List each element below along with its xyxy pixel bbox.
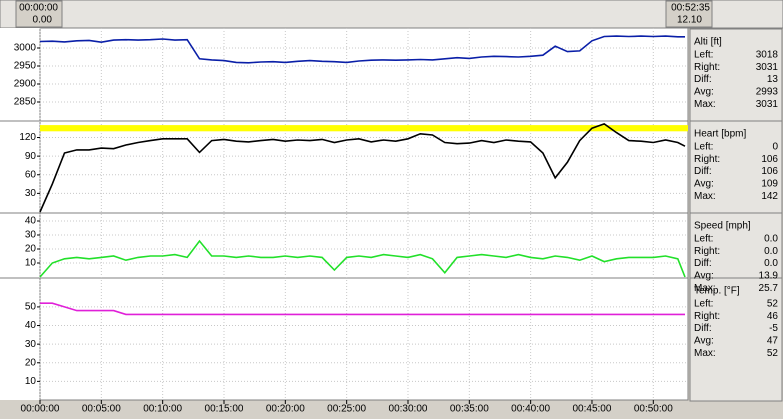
stat-label: Avg: (694, 271, 714, 282)
data-line (39, 123, 686, 213)
stat-label: Avg: (694, 336, 714, 347)
data-line (39, 239, 686, 278)
panel-title: Speed [mph] (694, 221, 751, 232)
stat-label: Max: (694, 99, 716, 110)
stat-label: Right: (694, 246, 720, 257)
stat-value: 25.7 (759, 283, 779, 294)
stat-label: Max: (694, 348, 716, 359)
stat-label: Diff: (694, 166, 712, 177)
stats-panel (689, 212, 783, 279)
stat-value: 0 (772, 142, 778, 153)
stat-value: -5 (769, 323, 778, 334)
y-tick-label: 50 (25, 302, 37, 313)
stat-label: Diff: (694, 323, 712, 334)
stat-value: 13 (767, 74, 779, 85)
stat-label: Left: (694, 299, 713, 310)
stat-value: 52 (767, 348, 779, 359)
stat-label: Left: (694, 234, 713, 245)
y-tick-label: 2850 (14, 97, 37, 108)
y-tick-label: 10 (25, 376, 37, 387)
stat-label: Left: (694, 142, 713, 153)
y-tick-label: 2900 (14, 79, 37, 90)
panel-title: Temp. [°F] (694, 286, 740, 297)
stat-value: 0.0 (764, 258, 778, 269)
stats-panel (689, 28, 783, 122)
x-tick-label: 00:10:00 (143, 404, 182, 415)
stat-value: 0.0 (764, 234, 778, 245)
data-line (39, 35, 685, 64)
stats-panel (689, 277, 783, 402)
stat-value: 13.9 (759, 271, 779, 282)
stat-label: Right: (694, 62, 720, 73)
y-tick-label: 20 (25, 357, 37, 368)
stats-panel (689, 120, 783, 214)
end-time: 00:52:35 (671, 3, 710, 14)
data-line (40, 302, 685, 316)
x-tick-label: 00:35:00 (450, 404, 489, 415)
stat-label: Max: (694, 283, 716, 294)
x-tick-label: 00:40:00 (511, 404, 550, 415)
x-tick-label: 00:30:00 (389, 404, 428, 415)
stat-value: 3031 (756, 99, 779, 110)
start-box (15, 0, 63, 28)
stat-label: Diff: (694, 258, 712, 269)
stat-value: 2993 (756, 87, 779, 98)
stat-label: Left: (694, 50, 713, 61)
axis-area (0, 28, 40, 400)
y-tick-label: 30 (25, 230, 37, 241)
end-dist: 12.10 (677, 15, 702, 26)
x-tick-label: 00:25:00 (327, 404, 366, 415)
x-tick-label: 00:15:00 (205, 404, 244, 415)
y-tick-label: 90 (25, 151, 37, 162)
y-tick-label: 20 (25, 244, 37, 255)
stat-value: 52 (767, 299, 779, 310)
y-tick-label: 30 (25, 188, 37, 199)
x-tick-label: 00:45:00 (573, 404, 612, 415)
stat-label: Max: (694, 191, 716, 202)
stat-value: 0.0 (764, 246, 778, 257)
stat-label: Right: (694, 311, 720, 322)
stat-label: Avg: (694, 179, 714, 190)
end-box (665, 0, 713, 28)
x-tick-label: 00:00:00 (21, 404, 60, 415)
stat-value: 3018 (756, 50, 779, 61)
y-tick-label: 120 (19, 132, 36, 143)
panel-title: Heart [bpm] (694, 129, 746, 140)
stat-label: Avg: (694, 87, 714, 98)
stat-value: 106 (761, 166, 778, 177)
stat-value: 142 (761, 191, 778, 202)
y-tick-label: 60 (25, 169, 37, 180)
x-tick-label: 00:20:00 (266, 404, 305, 415)
stat-value: 46 (767, 311, 779, 322)
stat-value: 109 (761, 179, 778, 190)
y-tick-label: 40 (25, 216, 37, 227)
x-tick-label: 00:05:00 (82, 404, 121, 415)
y-tick-label: 10 (25, 258, 37, 269)
stat-value: 106 (761, 154, 778, 165)
y-tick-label: 30 (25, 339, 37, 350)
plot-area (39, 27, 689, 401)
start-time: 00:00:00 (19, 3, 58, 14)
panel-title: Alti [ft] (694, 37, 722, 48)
stat-value: 47 (767, 336, 779, 347)
stat-label: Right: (694, 154, 720, 165)
heart-zone (40, 125, 688, 132)
y-tick-label: 3000 (14, 43, 37, 54)
stat-value: 3031 (756, 62, 779, 73)
stat-label: Diff: (694, 74, 712, 85)
start-dist: 0.00 (33, 15, 53, 26)
y-tick-label: 40 (25, 320, 37, 331)
x-tick-label: 00:50:00 (634, 404, 673, 415)
y-tick-label: 2950 (14, 61, 37, 72)
